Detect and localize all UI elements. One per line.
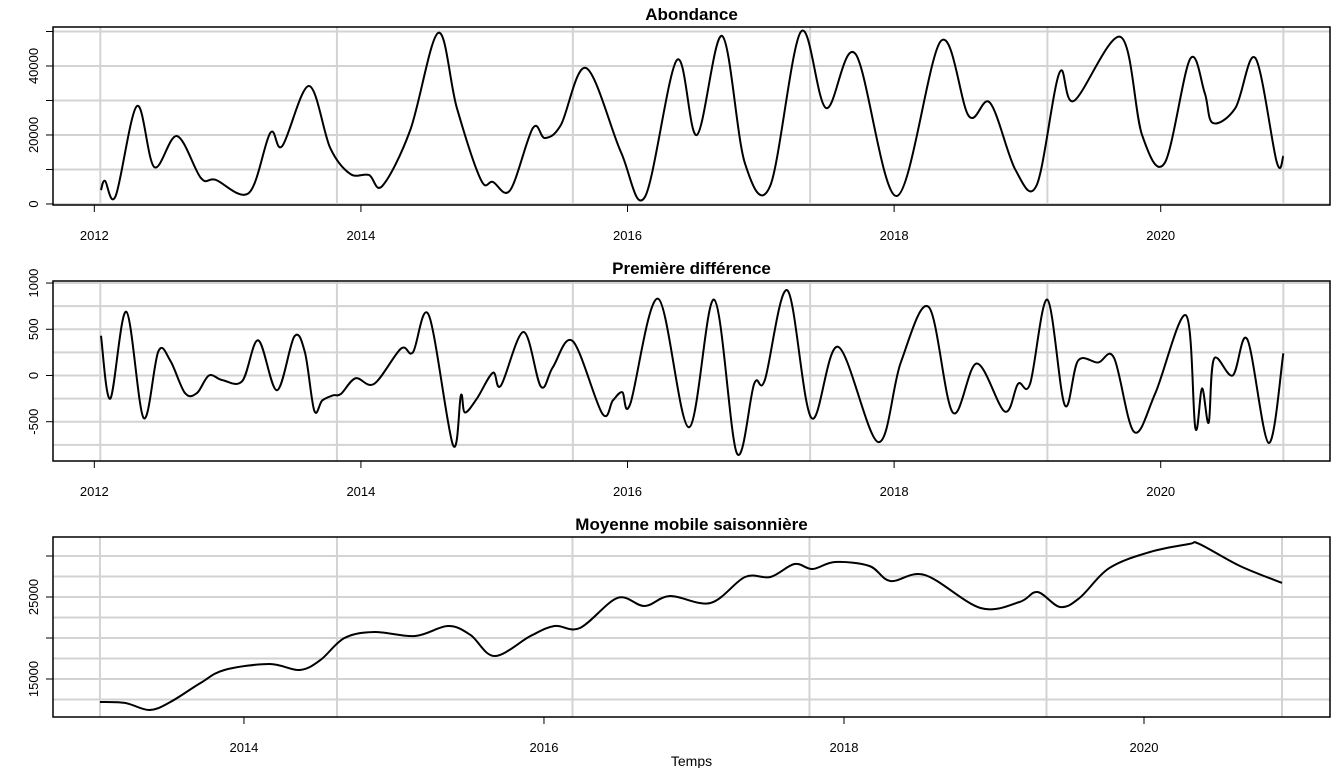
x-tick-label: 2014 — [229, 740, 258, 755]
x-axis-label: Temps — [671, 753, 712, 768]
x-tick-label: 2020 — [1130, 740, 1159, 755]
x-tick-label: 2018 — [880, 484, 909, 499]
panel-title: Première différence — [612, 259, 771, 278]
y-tick-label: 25000 — [26, 579, 41, 615]
y-tick-label: 500 — [26, 318, 41, 340]
x-tick-label: 2016 — [530, 740, 559, 755]
x-tick-label: 2018 — [880, 228, 909, 243]
x-tick-label: 2020 — [1146, 228, 1175, 243]
plot-frame — [52, 280, 1331, 462]
plot-frame — [52, 536, 1331, 718]
x-tick-label: 2016 — [613, 228, 642, 243]
y-tick-label: 0 — [26, 200, 41, 207]
y-tick-label: -500 — [26, 409, 41, 435]
x-tick-label: 2018 — [830, 740, 859, 755]
x-tick-label: 2014 — [346, 484, 375, 499]
y-tick-label: 20000 — [26, 117, 41, 153]
data-line — [99, 289, 1285, 456]
x-tick-label: 2012 — [80, 484, 109, 499]
y-tick-label: 15000 — [26, 661, 41, 697]
data-line — [100, 29, 1285, 202]
x-tick-label: 2012 — [80, 228, 109, 243]
x-tick-label: 2020 — [1146, 484, 1175, 499]
panel-title: Moyenne mobile saisonnière — [575, 515, 807, 534]
y-tick-label: 0 — [26, 372, 41, 379]
y-tick-label: 1000 — [26, 269, 41, 298]
panel-title: Abondance — [645, 5, 738, 24]
y-tick-label: 40000 — [26, 48, 41, 84]
data-line — [99, 541, 1283, 711]
plot-frame — [52, 26, 1331, 206]
x-tick-label: 2016 — [613, 484, 642, 499]
x-tick-label: 2014 — [346, 228, 375, 243]
